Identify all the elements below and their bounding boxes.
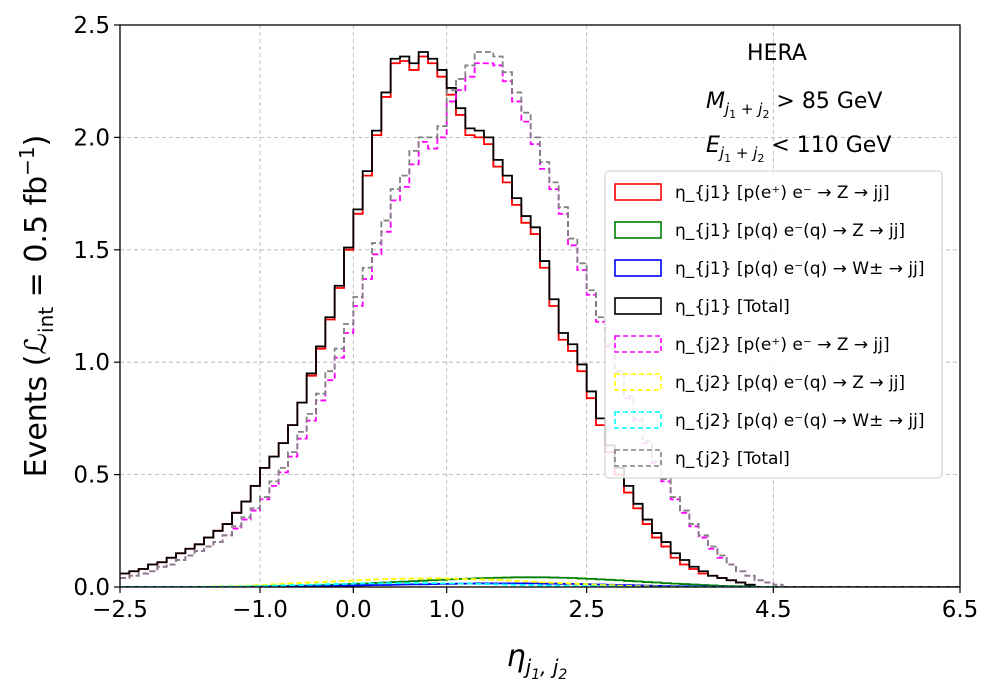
x-tick-label: −2.5 <box>92 597 148 623</box>
y-tick-label: 0.0 <box>73 575 110 601</box>
y-tick-label: 2.5 <box>73 13 110 39</box>
legend-label: η_{j1} [p(q) e⁻(q) → Z → jj] <box>675 221 905 241</box>
legend: η_{j1} [p(e⁺) e⁻ → Z → jj] η_{j1} [p(q) e… <box>604 170 943 479</box>
legend-swatch <box>614 297 662 315</box>
y-tick-label: 1.5 <box>73 238 110 264</box>
x-tick-label: −1.0 <box>232 597 288 623</box>
x-tick-label: 1.0 <box>428 597 465 623</box>
legend-swatch <box>614 259 662 277</box>
series-line-8 <box>120 51 960 587</box>
y-tick-label: 0.5 <box>73 463 110 489</box>
legend-swatch <box>614 411 662 429</box>
y-tick-label: 2.0 <box>73 125 110 151</box>
y-axis-ticks: 0.0 0.5 1.0 1.5 2.0 2.5 <box>73 13 120 601</box>
x-tick-label: 0.0 <box>335 597 372 623</box>
x-tick-label: 6.5 <box>942 597 979 623</box>
plot-frame <box>119 24 961 588</box>
legend-swatch <box>614 335 662 353</box>
legend-box <box>604 170 943 479</box>
legend-label: η_{j2} [p(e⁺) e⁻ → Z → jj] <box>675 335 890 355</box>
x-tick-label: 2.5 <box>568 597 605 623</box>
legend-swatch <box>614 449 662 467</box>
series-line-7 <box>120 582 960 587</box>
legend-swatch <box>614 183 662 201</box>
legend-label: η_{j2} [Total] <box>675 449 790 469</box>
legend-label: η_{j1} [p(e⁺) e⁻ → Z → jj] <box>675 183 890 203</box>
legend-label: η_{j2} [p(q) e⁻(q) → W± → jj] <box>675 411 924 431</box>
series-line-6 <box>120 577 960 587</box>
legend-label: η_{j2} [p(q) e⁻(q) → Z → jj] <box>675 373 905 393</box>
legend-label: η_{j1} [p(q) e⁻(q) → W± → jj] <box>675 259 924 279</box>
series-line-4 <box>120 51 960 587</box>
legend-swatch <box>614 373 662 391</box>
y-tick-label: 1.0 <box>73 350 110 376</box>
x-tick-label: 4.5 <box>755 597 792 623</box>
legend-swatch <box>614 221 662 239</box>
x-axis-ticks: −2.5 −1.0 0.0 1.0 2.5 4.5 6.5 <box>92 587 978 623</box>
legend-label: η_{j1} [Total] <box>675 297 790 317</box>
annotation-energy-cut: Ej1 + j2 < 110 GeV <box>706 133 891 165</box>
annotation-mass-cut: Mj1 + j2 > 85 GeV <box>706 89 882 121</box>
annotation-hera: HERA <box>747 41 807 66</box>
y-axis-label: Events (ℒint = 0.5 fb−1) <box>15 135 58 478</box>
